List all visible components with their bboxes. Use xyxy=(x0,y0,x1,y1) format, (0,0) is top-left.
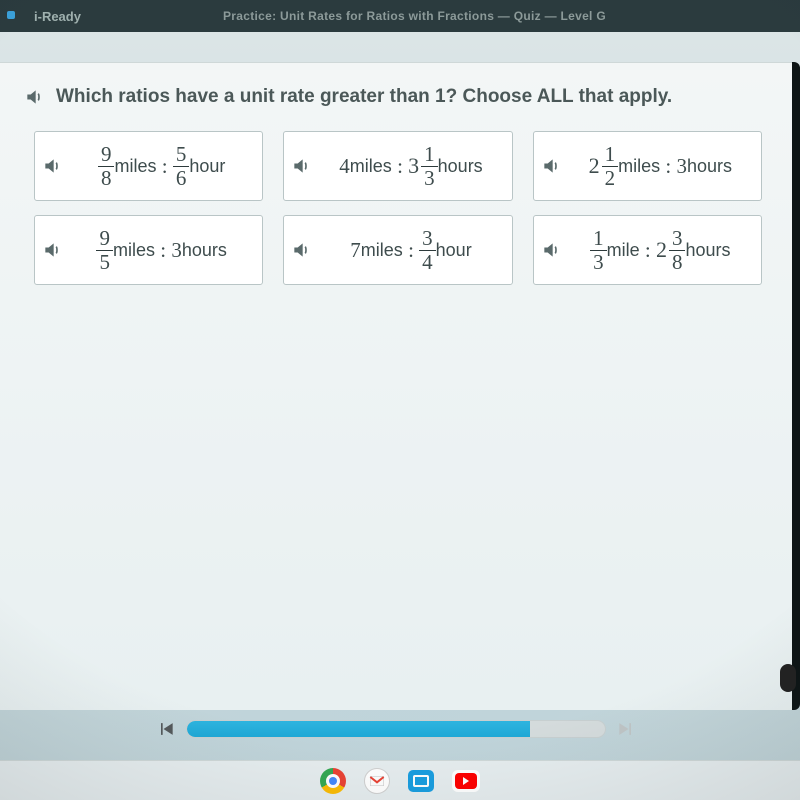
option-math: 98 miles : 56 hour xyxy=(71,143,252,188)
option-math: 95 miles : 3 hours xyxy=(71,227,252,272)
speaker-icon[interactable] xyxy=(290,239,312,261)
option-5[interactable]: 7 miles : 34 hour xyxy=(283,215,512,285)
speaker-icon[interactable] xyxy=(22,85,46,109)
option-math: 212 miles : 3 hours xyxy=(570,143,751,188)
os-taskbar xyxy=(0,760,800,800)
app-topbar: i-Ready Practice: Unit Rates for Ratios … xyxy=(0,0,800,32)
options-grid: 98 miles : 56 hour 4 miles : 313 hours 212… xyxy=(0,123,792,285)
question-card: Which ratios have a unit rate greater th… xyxy=(0,62,792,710)
brand-text: i-Ready xyxy=(34,9,81,24)
question-text: Which ratios have a unit rate greater th… xyxy=(56,86,672,108)
option-math: 7 miles : 34 hour xyxy=(320,227,501,272)
option-math: 4 miles : 313 hours xyxy=(320,143,501,188)
speaker-icon[interactable] xyxy=(540,155,562,177)
progress-bar xyxy=(186,720,606,738)
option-1[interactable]: 98 miles : 56 hour xyxy=(34,131,263,201)
speaker-icon[interactable] xyxy=(41,155,63,177)
option-4[interactable]: 95 miles : 3 hours xyxy=(34,215,263,285)
option-6[interactable]: 13 mile : 238 hours xyxy=(533,215,762,285)
youtube-icon[interactable] xyxy=(452,770,480,792)
next-icon[interactable] xyxy=(616,719,636,739)
chrome-icon[interactable] xyxy=(320,768,346,794)
speaker-icon[interactable] xyxy=(540,239,562,261)
side-button-icon xyxy=(780,664,796,692)
brand: i-Ready xyxy=(12,8,81,24)
files-icon[interactable] xyxy=(408,770,434,792)
prev-icon[interactable] xyxy=(156,719,176,739)
speaker-icon[interactable] xyxy=(290,155,312,177)
option-3[interactable]: 212 miles : 3 hours xyxy=(533,131,762,201)
page-title: Practice: Unit Rates for Ratios with Fra… xyxy=(223,9,606,23)
option-2[interactable]: 4 miles : 313 hours xyxy=(283,131,512,201)
progress-row xyxy=(0,710,792,748)
gmail-icon[interactable] xyxy=(364,768,390,794)
speaker-icon[interactable] xyxy=(41,239,63,261)
option-math: 13 mile : 238 hours xyxy=(570,227,751,272)
